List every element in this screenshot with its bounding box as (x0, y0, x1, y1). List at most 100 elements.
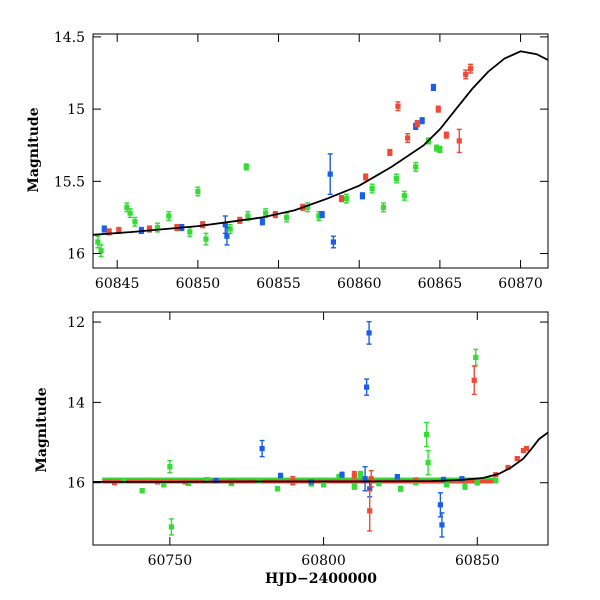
data-point-red (463, 69, 469, 80)
point-marker (351, 484, 357, 490)
data-point-green (187, 226, 193, 237)
point-marker (394, 474, 400, 480)
point-marker (395, 103, 401, 109)
x-tick-label: 60850 (176, 276, 221, 292)
point-marker (336, 474, 342, 480)
point-marker (473, 354, 479, 360)
data-point-green (351, 483, 357, 490)
x-tick-label: 60845 (95, 276, 140, 292)
x-tick-label: 60855 (256, 276, 301, 292)
point-marker (405, 135, 411, 141)
point-marker (413, 480, 419, 486)
panel-1-frame (92, 311, 549, 546)
data-point-green (124, 202, 130, 213)
data-point-red (414, 119, 420, 128)
point-marker (167, 464, 173, 470)
point-marker (443, 482, 450, 488)
data-point-green (139, 488, 145, 494)
data-point-green (161, 482, 167, 488)
data-point-green (343, 193, 349, 204)
series-blue (213, 320, 465, 538)
model-curve (93, 431, 548, 483)
data-point-green (462, 483, 468, 490)
point-marker (195, 188, 201, 195)
point-marker (387, 149, 393, 156)
data-point-green (195, 186, 201, 197)
point-marker (364, 384, 370, 390)
data-point-red (456, 128, 462, 154)
point-marker (139, 488, 145, 494)
point-marker (413, 164, 419, 170)
point-marker (443, 132, 449, 138)
data-point-red (514, 456, 520, 462)
point-marker (393, 175, 399, 182)
data-point-red (435, 105, 441, 113)
data-point-green (227, 223, 233, 235)
y-tick-label: 14.5 (54, 30, 85, 46)
point-marker (95, 239, 101, 245)
point-marker (437, 502, 443, 508)
series-green (95, 137, 443, 258)
data-point-red (368, 469, 374, 488)
data-point-green (425, 449, 431, 476)
point-marker (243, 164, 249, 170)
model-curve (93, 50, 548, 236)
data-point-blue (224, 226, 230, 246)
point-marker (245, 213, 251, 219)
point-marker (359, 193, 366, 199)
point-marker (439, 522, 445, 528)
data-point-red (363, 173, 369, 181)
point-marker (338, 196, 345, 202)
bottom-ylabel: Magnitude (34, 387, 50, 472)
data-point-green (95, 235, 101, 249)
point-marker (493, 478, 499, 484)
point-marker (168, 524, 174, 530)
data-point-blue (330, 235, 337, 249)
data-point-green (437, 145, 443, 154)
data-point-blue (362, 465, 368, 492)
data-point-red (467, 63, 474, 74)
point-marker (203, 236, 209, 242)
series-blue (101, 83, 437, 249)
data-point-green (393, 173, 399, 184)
data-point-green (357, 470, 364, 479)
point-marker (213, 478, 219, 484)
y-tick-label: 12 (67, 315, 85, 331)
point-marker (376, 480, 382, 487)
x-tick-label: 60870 (498, 276, 543, 292)
y-tick-label: 16 (67, 247, 85, 263)
data-point-blue (366, 320, 372, 345)
data-point-red (523, 445, 530, 452)
data-point-blue (319, 210, 325, 219)
data-point-green (274, 486, 281, 492)
data-point-red (443, 131, 449, 139)
data-point-blue (419, 117, 425, 125)
point-marker (367, 508, 373, 514)
point-marker (204, 476, 210, 483)
data-point-blue (339, 471, 345, 478)
x-tick-label: 60860 (337, 276, 382, 292)
point-marker (462, 484, 468, 490)
point-marker (124, 204, 130, 210)
y-tick-label: 15 (67, 102, 85, 118)
point-marker (222, 222, 228, 228)
point-marker (357, 472, 364, 478)
data-point-green (304, 202, 311, 213)
data-point-blue (430, 83, 437, 92)
data-point-blue (439, 512, 445, 538)
data-point-blue (394, 473, 400, 480)
point-marker (320, 482, 327, 488)
data-point-green (167, 459, 173, 474)
data-point-green (413, 161, 419, 172)
data-point-red (338, 195, 345, 203)
data-point-blue (101, 225, 107, 233)
data-point-green (474, 480, 480, 486)
data-point-green (397, 485, 404, 492)
data-point-blue (359, 192, 366, 200)
point-marker (116, 227, 122, 234)
data-point-green (369, 183, 375, 194)
point-marker (423, 431, 430, 438)
point-marker (440, 476, 447, 483)
